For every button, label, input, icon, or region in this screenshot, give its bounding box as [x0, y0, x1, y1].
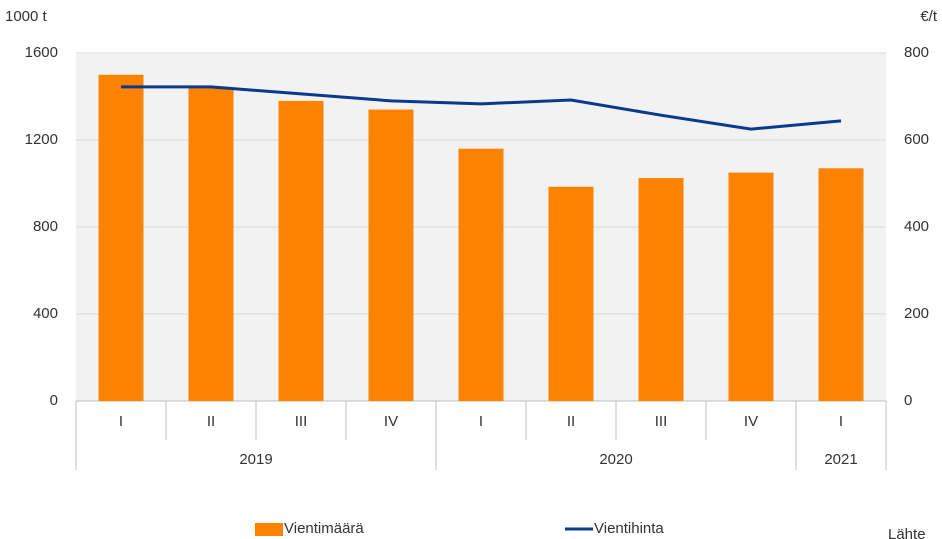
x-tick-label: II — [207, 413, 215, 430]
group-label: 2021 — [824, 451, 857, 468]
x-tick-label: I — [839, 413, 843, 430]
group-label: 2019 — [239, 451, 272, 468]
y-tick-label: 800 — [33, 218, 58, 235]
x-tick-label: I — [479, 413, 483, 430]
bar — [818, 168, 864, 401]
y2-tick-label: 400 — [904, 218, 929, 235]
line — [121, 85, 842, 131]
legend-label: Vientihinta — [594, 520, 664, 537]
x-tick-label: I — [119, 413, 123, 430]
y-tick-label: 0 — [50, 392, 58, 409]
source: Lähte — [888, 526, 926, 539]
y2-axis-label: €/t — [920, 8, 938, 25]
y2-tick-label: 600 — [904, 131, 929, 148]
y2-tick-label: 800 — [904, 44, 929, 61]
x-tick-label: II — [567, 413, 575, 430]
bar — [638, 178, 684, 401]
y-tick-label: 1200 — [25, 131, 58, 148]
x-tick-label: IV — [744, 413, 758, 430]
bar — [98, 74, 144, 401]
bar — [548, 186, 594, 401]
group-label: 2020 — [599, 451, 632, 468]
legend-label: Vientimäärä — [284, 520, 364, 537]
y-tick-label: 1600 — [25, 44, 58, 61]
y2-tick-label: 0 — [904, 392, 912, 409]
y-axis-label: 1000 t — [5, 8, 48, 25]
y-tick-label: 400 — [33, 305, 58, 322]
bar — [368, 109, 414, 402]
x-tick-label: III — [295, 413, 308, 430]
bar — [188, 87, 234, 402]
bar — [278, 100, 324, 401]
x-tick-label: III — [655, 413, 668, 430]
legend-swatch — [255, 523, 283, 536]
x-tick-label: IV — [384, 413, 398, 430]
bar — [728, 172, 774, 401]
bar — [458, 148, 504, 401]
y2-tick-label: 200 — [904, 305, 929, 322]
